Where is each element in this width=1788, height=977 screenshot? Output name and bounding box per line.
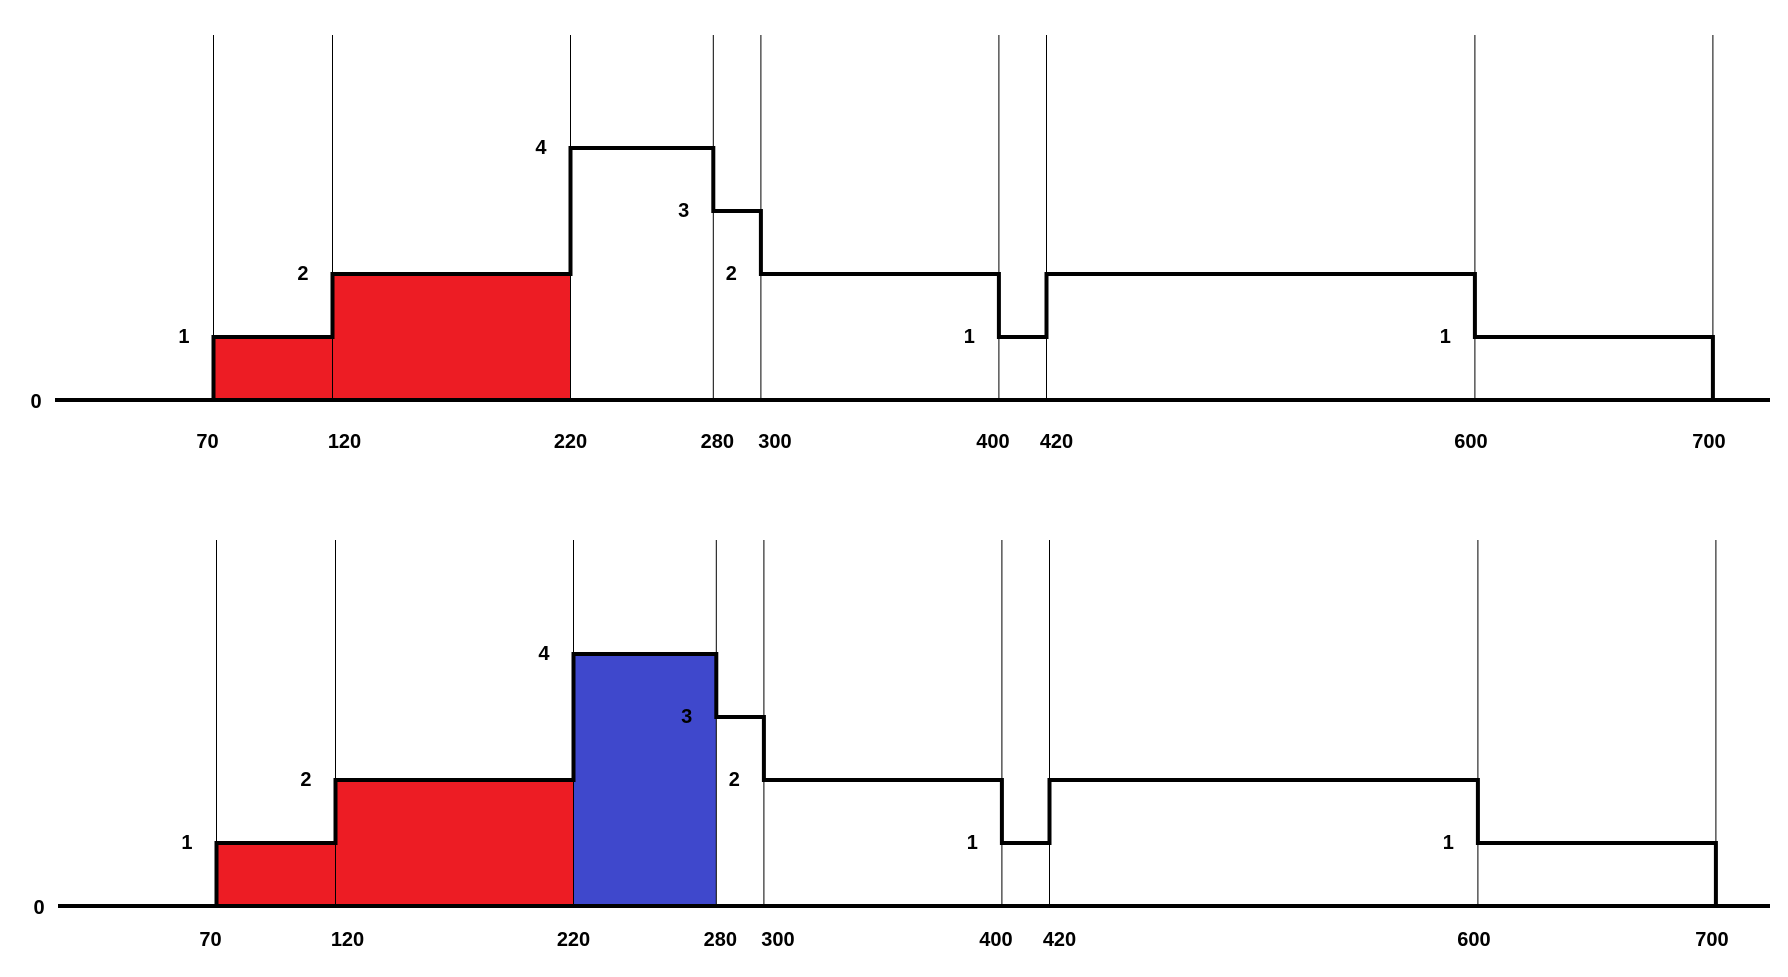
x-tick-label: 400 <box>979 929 1012 951</box>
x-tick-label: 600 <box>1454 431 1487 453</box>
x-tick-label: 120 <box>331 929 364 951</box>
zero-label: 0 <box>33 897 44 919</box>
step-value-label: 1 <box>967 832 978 854</box>
step-value-label: 2 <box>729 769 740 791</box>
step-value-label: 3 <box>678 200 689 222</box>
step-value-label: 1 <box>1443 832 1454 854</box>
highlight-area <box>335 780 574 906</box>
panel-2: 1 2 4 3 2 1 1 70 120 220 280 300 400 420 600 700 0 <box>33 540 1770 951</box>
x-tick-label: 120 <box>328 431 361 453</box>
step-value-label: 1 <box>178 326 189 348</box>
x-tick-label: 420 <box>1043 929 1076 951</box>
highlight-area <box>213 337 333 400</box>
x-tick-label: 600 <box>1457 929 1490 951</box>
step-value-label: 3 <box>681 706 692 728</box>
panel-1: 1 2 4 3 2 1 1 70 120 220 280 300 400 420 600 700 0 <box>30 35 1770 453</box>
highlight-area <box>573 654 717 906</box>
step-value-label: 2 <box>300 769 311 791</box>
highlight-area <box>216 843 336 906</box>
x-tick-label: 700 <box>1692 431 1725 453</box>
step-line <box>211 146 1715 400</box>
step-value-label: 1 <box>964 326 975 348</box>
x-tick-label: 220 <box>557 929 590 951</box>
step-value-label: 2 <box>297 263 308 285</box>
step-value-label: 4 <box>538 643 550 665</box>
step-value-label: 1 <box>1440 326 1451 348</box>
x-tick-label: 70 <box>199 929 221 951</box>
x-tick-label: 700 <box>1695 929 1728 951</box>
x-tick-label: 420 <box>1040 431 1073 453</box>
x-tick-label: 220 <box>554 431 587 453</box>
step-value-label: 2 <box>726 263 737 285</box>
x-tick-label: 70 <box>196 431 218 453</box>
step-value-label: 4 <box>535 137 547 159</box>
x-tick-label: 280 <box>704 929 737 951</box>
x-tick-label: 280 <box>701 431 734 453</box>
x-tick-label: 300 <box>761 929 794 951</box>
highlight-area <box>332 274 571 400</box>
x-tick-label: 400 <box>976 431 1009 453</box>
x-tick-label: 300 <box>758 431 791 453</box>
step-value-label: 1 <box>181 832 192 854</box>
zero-label: 0 <box>30 391 41 413</box>
step-line <box>214 652 1718 906</box>
